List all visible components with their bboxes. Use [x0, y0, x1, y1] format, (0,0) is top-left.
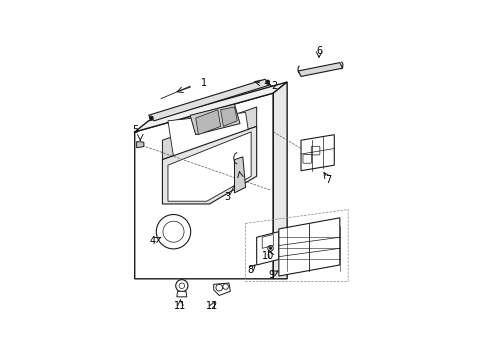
Polygon shape [168, 112, 251, 157]
Text: 1: 1 [201, 78, 207, 89]
Text: 4: 4 [149, 235, 156, 246]
Polygon shape [279, 218, 340, 276]
Text: 6: 6 [316, 46, 322, 56]
Circle shape [270, 247, 271, 249]
Polygon shape [196, 110, 220, 135]
Text: 11: 11 [174, 301, 187, 311]
Text: 9: 9 [268, 270, 274, 280]
Polygon shape [148, 79, 270, 121]
Text: 3: 3 [224, 192, 231, 202]
Text: 8: 8 [247, 265, 253, 275]
Polygon shape [137, 141, 144, 148]
Circle shape [156, 215, 191, 249]
Polygon shape [162, 107, 257, 159]
Polygon shape [190, 104, 240, 135]
Circle shape [149, 116, 153, 120]
Polygon shape [214, 283, 230, 296]
Polygon shape [301, 135, 334, 171]
Text: 2: 2 [271, 81, 278, 91]
Text: 7: 7 [325, 175, 331, 185]
Circle shape [266, 80, 270, 84]
Text: 12: 12 [206, 301, 218, 311]
Text: 10: 10 [262, 251, 274, 261]
Polygon shape [235, 157, 245, 193]
Polygon shape [177, 291, 187, 297]
Polygon shape [220, 107, 237, 126]
Polygon shape [298, 63, 343, 76]
Polygon shape [135, 93, 273, 279]
Polygon shape [273, 82, 287, 279]
Polygon shape [162, 126, 257, 204]
Polygon shape [135, 82, 287, 132]
Polygon shape [257, 232, 279, 265]
Polygon shape [168, 132, 251, 201]
Text: 5: 5 [132, 125, 139, 135]
